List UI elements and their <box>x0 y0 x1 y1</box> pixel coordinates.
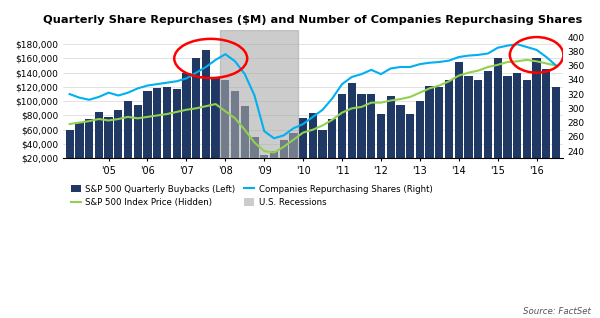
Bar <box>406 114 414 172</box>
Title: Quarterly Share Repurchases ($M) and Number of Companies Repurchasing Shares: Quarterly Share Repurchases ($M) and Num… <box>43 15 583 25</box>
Bar <box>231 91 239 172</box>
Bar <box>95 112 103 172</box>
Bar <box>134 105 142 172</box>
Bar <box>416 101 424 172</box>
Bar <box>474 80 482 172</box>
Bar <box>143 91 152 172</box>
Bar <box>455 62 463 172</box>
Bar <box>299 118 307 172</box>
Bar <box>221 80 229 172</box>
Bar <box>114 110 122 172</box>
Bar <box>220 30 298 158</box>
Bar <box>377 114 385 172</box>
Bar <box>513 73 521 172</box>
Bar <box>503 76 512 172</box>
Bar <box>552 87 560 172</box>
Bar <box>386 95 395 172</box>
Bar <box>319 130 327 172</box>
Bar <box>260 155 268 172</box>
Bar <box>542 69 550 172</box>
Bar <box>367 94 376 172</box>
Bar <box>425 86 434 172</box>
Bar <box>163 87 171 172</box>
Bar <box>396 105 404 172</box>
Bar <box>75 123 83 172</box>
Bar <box>104 117 113 172</box>
Bar <box>211 78 220 172</box>
Bar <box>532 59 541 172</box>
Bar <box>250 137 259 172</box>
Bar <box>309 113 317 172</box>
Bar <box>435 87 443 172</box>
Bar <box>523 80 531 172</box>
Bar <box>338 94 346 172</box>
Bar <box>484 71 492 172</box>
Bar <box>153 88 161 172</box>
Bar <box>241 106 249 172</box>
Bar <box>65 130 74 172</box>
Bar <box>289 133 298 172</box>
Bar <box>358 94 365 172</box>
Bar <box>494 59 502 172</box>
Bar <box>270 151 278 172</box>
Bar <box>445 80 453 172</box>
Bar <box>328 119 337 172</box>
Bar <box>192 59 200 172</box>
Legend: S&P 500 Quarterly Buybacks (Left), S&P 500 Index Price (Hidden), Companies Repur: S&P 500 Quarterly Buybacks (Left), S&P 5… <box>67 181 436 211</box>
Bar <box>464 76 473 172</box>
Bar <box>347 83 356 172</box>
Bar <box>173 89 181 172</box>
Bar <box>202 50 210 172</box>
Text: Source: FactSet: Source: FactSet <box>523 308 591 316</box>
Bar <box>85 119 93 172</box>
Bar <box>124 101 132 172</box>
Bar <box>182 73 191 172</box>
Bar <box>280 141 288 172</box>
